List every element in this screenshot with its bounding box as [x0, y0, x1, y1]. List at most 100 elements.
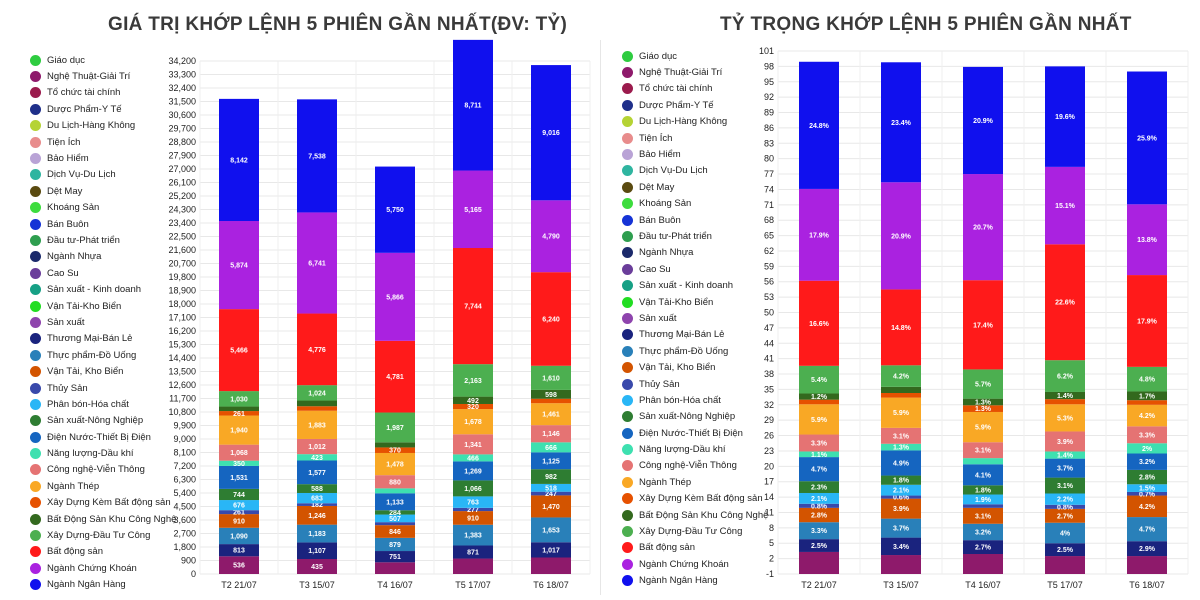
bar-segment[interactable]	[799, 539, 839, 552]
bar-segment[interactable]	[219, 500, 259, 511]
legend-item[interactable]: Nghệ Thuật-Giải Trí	[30, 68, 176, 84]
bar-segment[interactable]	[881, 450, 921, 476]
bar-segment[interactable]	[453, 434, 493, 455]
bar-segment[interactable]	[453, 248, 493, 365]
bar-segment[interactable]	[453, 480, 493, 497]
legend-item[interactable]: Giáo dục	[622, 48, 768, 64]
bar-segment[interactable]	[881, 397, 921, 428]
bar-segment[interactable]	[1045, 522, 1085, 544]
bar-segment[interactable]	[453, 524, 493, 546]
bar-segment[interactable]	[963, 458, 1003, 465]
bar-segment[interactable]	[375, 525, 415, 538]
bar-segment[interactable]	[531, 483, 571, 492]
bar-segment[interactable]	[963, 411, 1003, 443]
bar-segment[interactable]	[297, 385, 337, 401]
legend-item[interactable]: Sản xuất - Kinh doanh	[622, 277, 768, 293]
legend-item[interactable]: Bảo Hiểm	[30, 150, 176, 166]
legend-item[interactable]: Bất động sản	[622, 540, 768, 556]
legend-item[interactable]: Khoáng Sản	[622, 196, 768, 212]
bar-segment[interactable]	[1045, 66, 1085, 167]
legend-item[interactable]: Du Lịch-Hàng Không	[30, 118, 176, 134]
bar-segment[interactable]	[297, 559, 337, 574]
legend-item[interactable]: Dịch Vụ-Du Lịch	[622, 163, 768, 179]
bar-segment[interactable]	[1127, 517, 1167, 542]
legend-item[interactable]: Dệt May	[30, 183, 176, 199]
bar-segment[interactable]	[1045, 244, 1085, 361]
bar-segment[interactable]	[1045, 431, 1085, 452]
legend-item[interactable]: Khoáng Sản	[30, 200, 176, 216]
legend-item[interactable]: Ngành Thép	[30, 478, 176, 494]
legend-item[interactable]: Phân bón-Hóa chất	[30, 396, 176, 412]
bar-segment[interactable]	[531, 542, 571, 558]
bar-segment[interactable]	[963, 507, 1003, 524]
bar-segment[interactable]	[799, 492, 839, 504]
bar-segment[interactable]	[1127, 443, 1167, 454]
bar-segment[interactable]	[963, 523, 1003, 541]
bar-segment[interactable]	[219, 460, 259, 466]
bar-segment[interactable]	[1045, 391, 1085, 400]
bar-segment[interactable]	[297, 484, 337, 493]
legend-item[interactable]: Thương Mại-Bán Lẻ	[30, 331, 176, 347]
bar-segment[interactable]	[375, 510, 415, 515]
legend-item[interactable]: Sản xuất	[30, 314, 176, 330]
bar-segment[interactable]	[1127, 495, 1167, 518]
bar-segment[interactable]	[531, 389, 571, 399]
bar-segment[interactable]	[453, 507, 493, 512]
bar-segment[interactable]	[453, 454, 493, 462]
bar-segment[interactable]	[375, 340, 415, 413]
bar-segment[interactable]	[963, 504, 1003, 508]
legend-item[interactable]: Thực phẩm-Đồ Uống	[622, 343, 768, 359]
bar-segment[interactable]	[375, 475, 415, 489]
bar-segment[interactable]	[531, 495, 571, 518]
bar-segment[interactable]	[799, 507, 839, 523]
bar-segment[interactable]	[881, 386, 921, 394]
bar-segment[interactable]	[881, 495, 921, 499]
legend-item[interactable]: Dịch Vụ-Du Lịch	[30, 167, 176, 183]
bar-segment[interactable]	[531, 452, 571, 470]
legend-item[interactable]: Xây Dựng Kèm Bất động sản	[30, 495, 176, 511]
legend-item[interactable]: Đầu tư-Phát triển	[622, 228, 768, 244]
bar-segment[interactable]	[297, 460, 337, 485]
bar-segment[interactable]	[297, 492, 337, 504]
bar-segment[interactable]	[799, 188, 839, 281]
bar-segment[interactable]	[1127, 404, 1167, 427]
legend-item[interactable]: Vận Tải, Kho Biển	[30, 363, 176, 379]
bar-segment[interactable]	[963, 540, 1003, 555]
bar-segment[interactable]	[297, 400, 337, 407]
bar-segment[interactable]	[297, 406, 337, 411]
legend-item[interactable]: Thương Mại-Bán Lẻ	[622, 327, 768, 343]
legend-item[interactable]: Dược Phẩm-Y Tế	[30, 101, 176, 117]
bar-segment[interactable]	[453, 511, 493, 525]
bar-segment[interactable]	[1045, 504, 1085, 509]
bar-segment[interactable]	[1045, 493, 1085, 505]
bar-segment[interactable]	[799, 481, 839, 493]
bar-segment[interactable]	[799, 551, 839, 574]
bar-segment[interactable]	[963, 485, 1003, 495]
legend-item[interactable]: Dược Phẩm-Y Tế	[622, 97, 768, 113]
bar-segment[interactable]	[799, 457, 839, 482]
bar-segment[interactable]	[375, 514, 415, 523]
legend-item[interactable]: Điện Nước-Thiết Bị Điện	[622, 425, 768, 441]
bar-segment[interactable]	[1127, 469, 1167, 485]
bar-segment[interactable]	[963, 442, 1003, 459]
bar-segment[interactable]	[297, 410, 337, 439]
legend-item[interactable]: Tổ chức tài chính	[622, 81, 768, 97]
bar-segment[interactable]	[1127, 391, 1167, 401]
bar-segment[interactable]	[799, 365, 839, 394]
bar-segment[interactable]	[531, 365, 571, 390]
bar-segment[interactable]	[375, 562, 415, 574]
bar-segment[interactable]	[219, 406, 259, 412]
bar-segment[interactable]	[453, 461, 493, 481]
bar-segment[interactable]	[297, 505, 337, 525]
legend-item[interactable]: Tiện Ích	[30, 134, 176, 150]
bar-segment[interactable]	[799, 503, 839, 508]
bar-segment[interactable]	[531, 200, 571, 273]
legend-item[interactable]: Sản xuất-Nông Nghiệp	[622, 409, 768, 425]
bar-segment[interactable]	[1127, 484, 1167, 492]
legend-item[interactable]: Công nghệ-Viễn Thông	[30, 462, 176, 478]
bar-segment[interactable]	[297, 313, 337, 386]
bar-segment[interactable]	[219, 309, 259, 392]
bar-segment[interactable]	[453, 396, 493, 404]
bar-segment[interactable]	[219, 391, 259, 407]
legend-item[interactable]: Tiện Ích	[622, 130, 768, 146]
